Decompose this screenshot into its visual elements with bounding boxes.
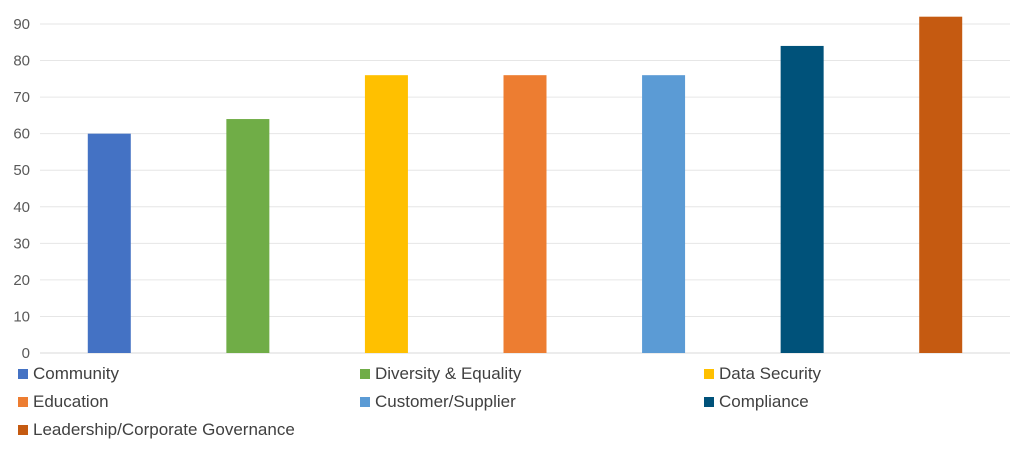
y-tick-label: 0 <box>22 345 30 360</box>
legend-swatch <box>18 397 28 407</box>
bar-leadership-corporate-governance <box>919 16 963 353</box>
legend-item-leadership-corporate-governance: Leadership/Corporate Governance <box>18 420 295 440</box>
bar-compliance <box>780 45 824 353</box>
legend-swatch <box>360 369 370 379</box>
y-tick-label: 30 <box>13 235 30 252</box>
bar-diversity-equality <box>226 119 270 354</box>
y-tick-label: 90 <box>13 16 30 33</box>
legend-label: Education <box>33 392 109 411</box>
legend-label: Community <box>33 364 119 383</box>
y-tick-label: 40 <box>13 199 30 216</box>
y-tick-label: 20 <box>13 272 30 289</box>
legend-label: Diversity & Equality <box>375 364 522 383</box>
y-tick-label: 60 <box>13 126 30 143</box>
bar-customer-supplier <box>642 75 686 353</box>
legend-swatch <box>704 369 714 379</box>
y-tick-label: 50 <box>13 162 30 179</box>
legend-swatch <box>704 397 714 407</box>
legend-item-community: Community <box>18 364 119 384</box>
bar-chart: 0 10 20 30 40 50 60 70 80 90 <box>13 16 1010 360</box>
legend-item-diversity-equality: Diversity & Equality <box>360 364 521 384</box>
legend-label: Compliance <box>719 392 809 411</box>
legend-swatch <box>18 369 28 379</box>
legend-label: Data Security <box>719 364 822 383</box>
bar-education <box>503 75 547 353</box>
y-tick-label: 10 <box>13 308 30 325</box>
legend-label: Leadership/Corporate Governance <box>33 420 295 439</box>
legend-swatch <box>360 397 370 407</box>
legend-item-customer-supplier: Customer/Supplier <box>360 392 516 412</box>
bars <box>87 16 963 354</box>
bar-data-security <box>364 75 408 353</box>
legend-swatch <box>18 425 28 435</box>
y-tick-label: 80 <box>13 53 30 70</box>
bar-community <box>87 133 131 353</box>
y-tick-label: 70 <box>13 89 30 106</box>
legend-item-education: Education <box>18 392 109 412</box>
y-axis-ticks: 0 10 20 30 40 50 60 70 80 90 <box>13 16 30 360</box>
legend-item-compliance: Compliance <box>704 392 809 412</box>
legend-item-data-security: Data Security <box>704 364 821 384</box>
legend-label: Customer/Supplier <box>375 392 516 411</box>
